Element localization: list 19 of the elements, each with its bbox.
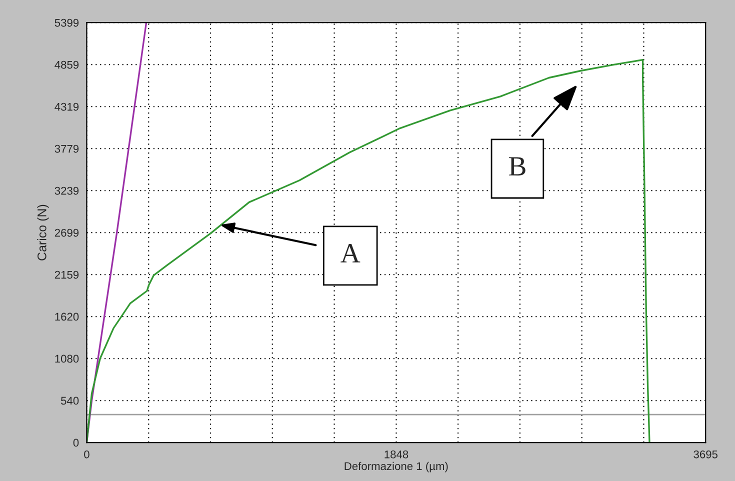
y-tick-label: 0 [73,438,79,447]
y-tick-label: 4859 [54,60,79,69]
annotation: B [509,157,526,176]
y-tick-label: 1620 [55,312,79,321]
y-tick-label: 5399 [54,18,79,27]
y-tick-label: 1080 [55,354,79,363]
y-tick-label: 2159 [54,270,79,279]
x-tick-label: 3695 [694,450,718,458]
y-tick-label: 4319 [54,102,79,111]
y-tick-label: 540 [61,396,79,405]
x-tick-label: 0 [84,450,90,458]
x-axis-title: Deformazione 1 (µm) [344,462,448,472]
y-tick-label: 3779 [54,144,79,153]
line-series [86,59,650,443]
y-axis-title: Carico (N) [37,204,49,260]
y-tick-label: 3239 [54,186,79,195]
x-tick-label: 1848 [384,450,408,458]
y-tick-label: 2699 [54,228,79,237]
annotation: A [340,244,360,262]
